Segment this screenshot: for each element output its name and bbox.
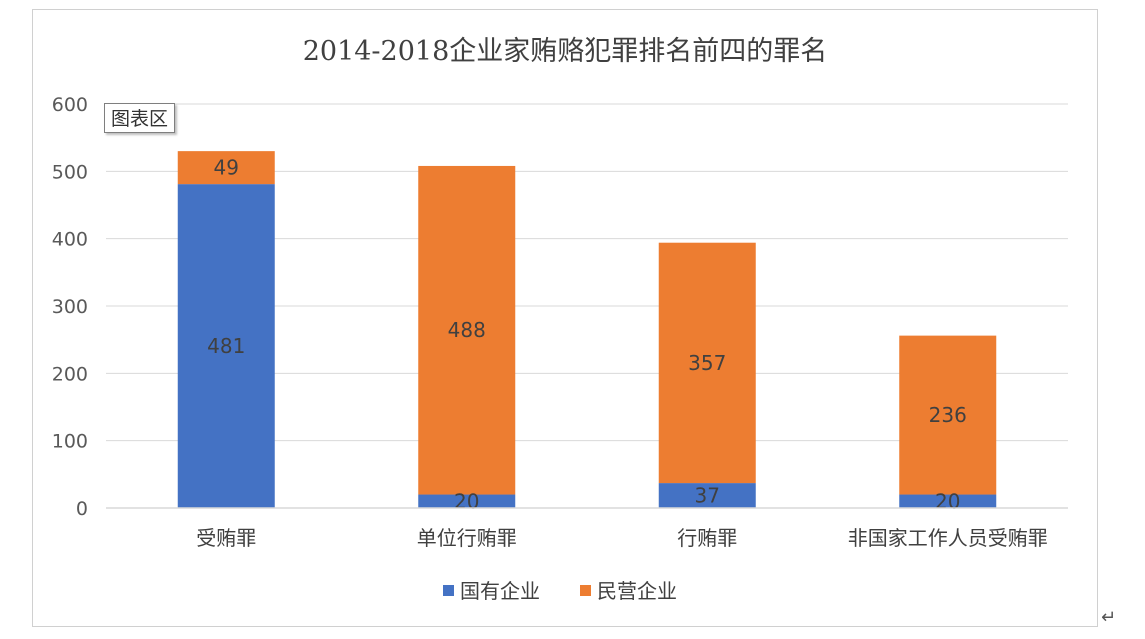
paragraph-return-mark: ↵ [1101, 607, 1117, 628]
legend-swatch [580, 585, 591, 596]
x-category-label: 非国家工作人员受贿罪 [848, 526, 1048, 550]
data-label: 236 [929, 403, 967, 427]
x-category-label: 受贿罪 [196, 526, 256, 550]
bar-private-3 [899, 335, 997, 495]
y-tick-label: 200 [52, 363, 88, 385]
data-label: 357 [688, 351, 726, 375]
data-label: 49 [214, 156, 239, 180]
bar-state-owned-3 [899, 494, 997, 508]
x-category-label: 行贿罪 [677, 526, 737, 550]
data-label: 488 [448, 318, 486, 342]
x-category-label: 单位行贿罪 [417, 526, 517, 550]
y-tick-label: 300 [52, 296, 88, 318]
data-label: 481 [207, 334, 245, 358]
y-tick-label: 400 [52, 229, 88, 251]
axis-layer: 0 100 200 300 400 500 600 受贿罪 单位行贿罪 行贿罪 非国家工作人员受贿罪 [52, 94, 1068, 550]
bar-state-owned-2 [658, 483, 756, 508]
bar-state-owned-0 [177, 184, 275, 509]
y-tick-label: 100 [52, 431, 88, 453]
legend-swatch [443, 585, 454, 596]
bars-layer [177, 151, 997, 509]
bar-private-0 [177, 151, 275, 185]
data-label: 20 [935, 489, 960, 513]
chart-title: 2014-2018企业家贿赂犯罪排名前四的罪名 [303, 36, 828, 67]
bar-private-2 [658, 242, 756, 484]
legend-label: 国有企业 [460, 579, 540, 603]
y-tick-label: 500 [52, 161, 88, 183]
data-label: 20 [454, 489, 479, 513]
chart-area-tooltip: 图表区 [104, 103, 176, 133]
bar-state-owned-1 [418, 494, 516, 508]
bar-private-1 [418, 165, 516, 495]
legend-label: 民营企业 [597, 579, 677, 603]
labels-layer: 481 49 20 488 37 357 20 236 [207, 156, 967, 514]
y-tick-label: 0 [76, 498, 88, 520]
legend: 国有企业 民营企业 [443, 579, 677, 603]
y-tick-label: 600 [52, 94, 88, 116]
data-label: 37 [695, 484, 720, 508]
